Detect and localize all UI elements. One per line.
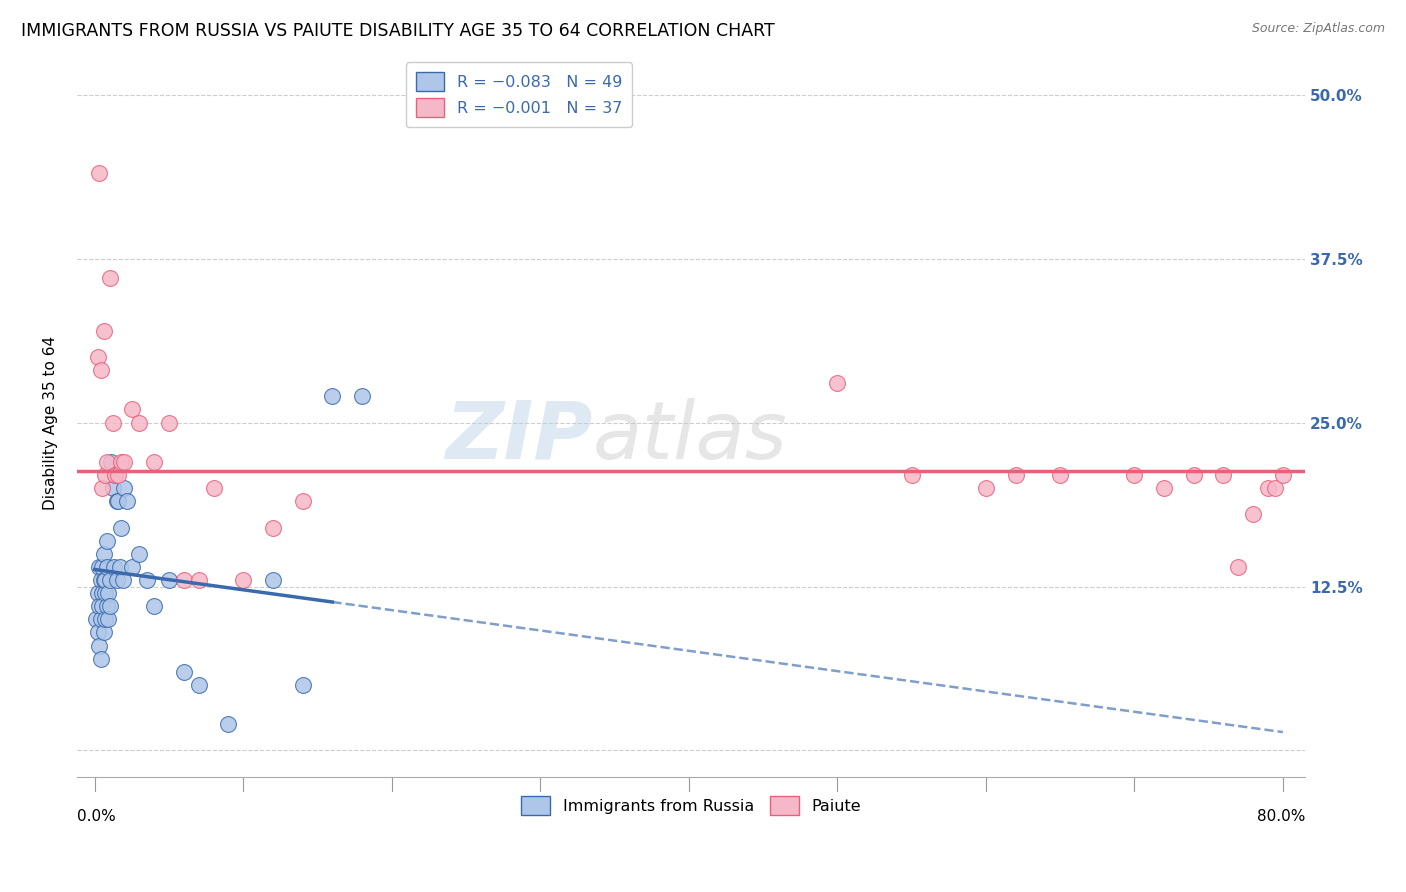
Point [350, 389, 373, 403]
Point [86, 625, 108, 640]
Point [107, 494, 129, 508]
Point [93, 625, 115, 640]
Point [187, 573, 209, 587]
Point [202, 481, 225, 495]
Point [128, 547, 150, 561]
Point [89, 599, 111, 614]
Point [262, 520, 284, 534]
Point [94, 586, 117, 600]
Point [1264, 481, 1286, 495]
Point [105, 494, 128, 508]
Point [97, 612, 120, 626]
Point [89, 639, 111, 653]
Point [93, 547, 115, 561]
Point [108, 559, 131, 574]
Point [157, 573, 180, 587]
Point [97, 586, 120, 600]
Point [117, 494, 139, 508]
Point [96, 455, 118, 469]
Point [98, 573, 121, 587]
Point [157, 416, 180, 430]
Point [103, 559, 125, 574]
Point [121, 559, 143, 574]
Point [1212, 468, 1234, 483]
Point [173, 665, 195, 679]
Point [110, 455, 132, 469]
Point [143, 599, 166, 614]
Point [1227, 559, 1250, 574]
Point [1049, 468, 1071, 483]
Point [112, 455, 135, 469]
Point [96, 559, 118, 574]
Point [98, 599, 121, 614]
Point [1182, 468, 1205, 483]
Point [321, 389, 343, 403]
Point [112, 481, 135, 495]
Point [100, 455, 122, 469]
Point [101, 416, 124, 430]
Point [187, 678, 209, 692]
Point [93, 324, 115, 338]
Point [91, 599, 114, 614]
Point [173, 573, 195, 587]
Point [90, 612, 112, 626]
Point [1257, 481, 1279, 495]
Point [96, 533, 118, 548]
Point [1241, 508, 1264, 522]
Point [94, 468, 117, 483]
Point [974, 481, 997, 495]
Point [89, 166, 111, 180]
Point [91, 586, 114, 600]
Point [827, 376, 849, 391]
Point [98, 271, 121, 285]
Point [105, 573, 128, 587]
Point [90, 573, 112, 587]
Point [135, 573, 157, 587]
Point [84, 612, 107, 626]
Text: ZIP: ZIP [446, 398, 593, 475]
Point [90, 363, 112, 377]
Point [110, 520, 132, 534]
Text: Source: ZipAtlas.com: Source: ZipAtlas.com [1251, 22, 1385, 36]
Point [91, 559, 114, 574]
Text: IMMIGRANTS FROM RUSSIA VS PAIUTE DISABILITY AGE 35 TO 64 CORRELATION CHART: IMMIGRANTS FROM RUSSIA VS PAIUTE DISABIL… [21, 22, 775, 40]
Point [86, 350, 108, 364]
Point [107, 468, 129, 483]
Point [1271, 468, 1294, 483]
Point [900, 468, 922, 483]
Point [232, 573, 254, 587]
Point [1123, 468, 1146, 483]
Point [89, 559, 111, 574]
Point [111, 573, 134, 587]
Point [93, 573, 115, 587]
Y-axis label: Disability Age 35 to 64: Disability Age 35 to 64 [44, 335, 58, 509]
Point [94, 612, 117, 626]
Legend: Immigrants from Russia, Paiute: Immigrants from Russia, Paiute [515, 789, 868, 822]
Point [121, 402, 143, 417]
Point [291, 494, 314, 508]
Text: 80.0%: 80.0% [1257, 809, 1305, 824]
Text: atlas: atlas [593, 398, 787, 475]
Point [96, 599, 118, 614]
Point [143, 455, 166, 469]
Point [91, 481, 114, 495]
Point [291, 678, 314, 692]
Point [1153, 481, 1175, 495]
Text: 0.0%: 0.0% [77, 809, 115, 824]
Point [90, 651, 112, 665]
Point [262, 573, 284, 587]
Point [128, 416, 150, 430]
Point [217, 717, 239, 731]
Point [86, 586, 108, 600]
Point [104, 468, 127, 483]
Point [1004, 468, 1026, 483]
Point [101, 481, 124, 495]
Point [94, 573, 117, 587]
Point [104, 468, 127, 483]
